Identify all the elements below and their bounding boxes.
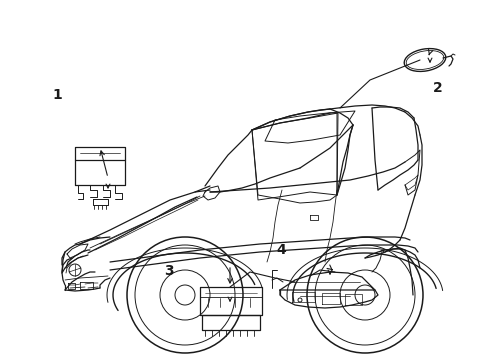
Text: 4: 4 — [276, 243, 285, 257]
Text: 2: 2 — [432, 81, 442, 95]
Text: 1: 1 — [53, 89, 62, 102]
Text: 3: 3 — [163, 264, 173, 278]
